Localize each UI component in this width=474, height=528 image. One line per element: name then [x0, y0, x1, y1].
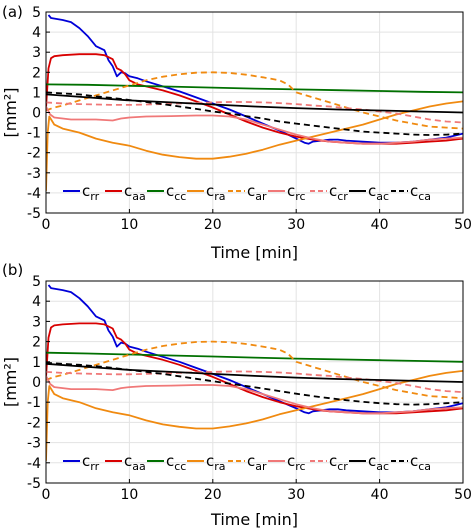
x-tick-label: 20 [204, 487, 222, 503]
legend: crr caa ccc cra car crc ccr cac cca [63, 452, 431, 473]
y-tick-label: 4 [32, 294, 41, 310]
series-line-ca [46, 91, 463, 136]
y-tick-label: 5 [32, 274, 41, 290]
legend-label-ra: cra [206, 182, 226, 203]
legend-label-cc: ccc [166, 182, 186, 203]
x-tick-label: 40 [371, 217, 389, 233]
y-tick-label: 4 [32, 25, 41, 41]
series-line-cc [46, 83, 463, 94]
y-tick-label: -4 [27, 186, 41, 202]
legend-label-ac: cac [368, 452, 389, 473]
legend-label-cc: ccc [166, 452, 186, 473]
legend-label-aa: caa [124, 452, 146, 473]
x-tick-label: 10 [120, 487, 138, 503]
y-tick-label: 3 [32, 45, 41, 61]
y-tick-label: 0 [32, 106, 41, 122]
x-tick-label: 50 [454, 487, 472, 503]
y-tick-label: 3 [32, 314, 41, 330]
series-lines [46, 284, 463, 461]
y-tick-label: -2 [27, 415, 41, 431]
y-tick-label: -1 [27, 126, 41, 142]
x-axis-label: Time [min] [210, 510, 298, 528]
y-tick-label: -2 [27, 146, 41, 162]
series-line-rc [46, 375, 463, 415]
y-tick-label: 2 [32, 65, 41, 81]
y-tick-label: 0 [32, 375, 41, 391]
series-line-cc [46, 351, 463, 363]
legend-label-cr: ccr [329, 452, 348, 473]
legend-label-ar: car [247, 452, 267, 473]
panel-a: 0 10 20 30 40 50 -5 -4 -3 -2 -1 0 1 2 3 4 5 (a) Time [min]… [1, 3, 472, 262]
x-tick-label: 10 [120, 217, 138, 233]
legend-label-aa: caa [124, 182, 146, 203]
y-tick-label: -5 [27, 206, 41, 222]
legend-label-rr: crr [82, 182, 100, 203]
legend-label-ar: car [247, 182, 267, 203]
series-line-rr [47, 284, 463, 415]
y-tick-label: -5 [27, 476, 41, 492]
y-tick-label: 2 [32, 335, 41, 351]
series-line-rc [46, 106, 463, 145]
x-axis-label: Time [min] [210, 243, 298, 262]
x-tick-label: 0 [42, 217, 51, 233]
x-tick-label: 40 [371, 487, 389, 503]
x-tick-label: 50 [454, 217, 472, 233]
x-tick-label: 20 [204, 217, 222, 233]
series-line-ac [46, 93, 463, 114]
series-line-ca [46, 361, 463, 406]
series-line-ac [46, 362, 463, 383]
panel-label: (a) [2, 3, 23, 21]
legend-label-rr: crr [82, 452, 100, 473]
legend-label-ca: cca [410, 182, 431, 203]
y-tick-label: -3 [27, 436, 41, 452]
x-tick-label: 30 [287, 217, 305, 233]
legend-label-ca: cca [410, 452, 431, 473]
y-tick-label: -4 [27, 456, 41, 472]
y-tick-label: -1 [27, 395, 41, 411]
y-axis-label: [mm²] [1, 357, 20, 407]
y-axis-label: [mm²] [1, 87, 20, 137]
x-tick-label: 0 [42, 487, 51, 503]
y-tick-label: -3 [27, 166, 41, 182]
series-line-ar [46, 340, 463, 400]
legend-label-cr: ccr [329, 182, 348, 203]
series-lines [46, 14, 463, 191]
series-line-ar [46, 71, 463, 130]
legend-label-ra: cra [206, 452, 226, 473]
y-tick-label: 1 [32, 85, 41, 101]
legend-label-ac: cac [368, 182, 389, 203]
y-tick-label: 1 [32, 355, 41, 371]
x-tick-label: 30 [287, 487, 305, 503]
y-tick-label: 5 [32, 5, 41, 21]
panel-label: (b) [2, 261, 23, 279]
panel-b: 0 10 20 30 40 50 -5 -4 -3 -2 -1 0 1 2 3 4 5 (b) Time [min]… [1, 261, 472, 528]
series-line-rr [47, 14, 463, 145]
